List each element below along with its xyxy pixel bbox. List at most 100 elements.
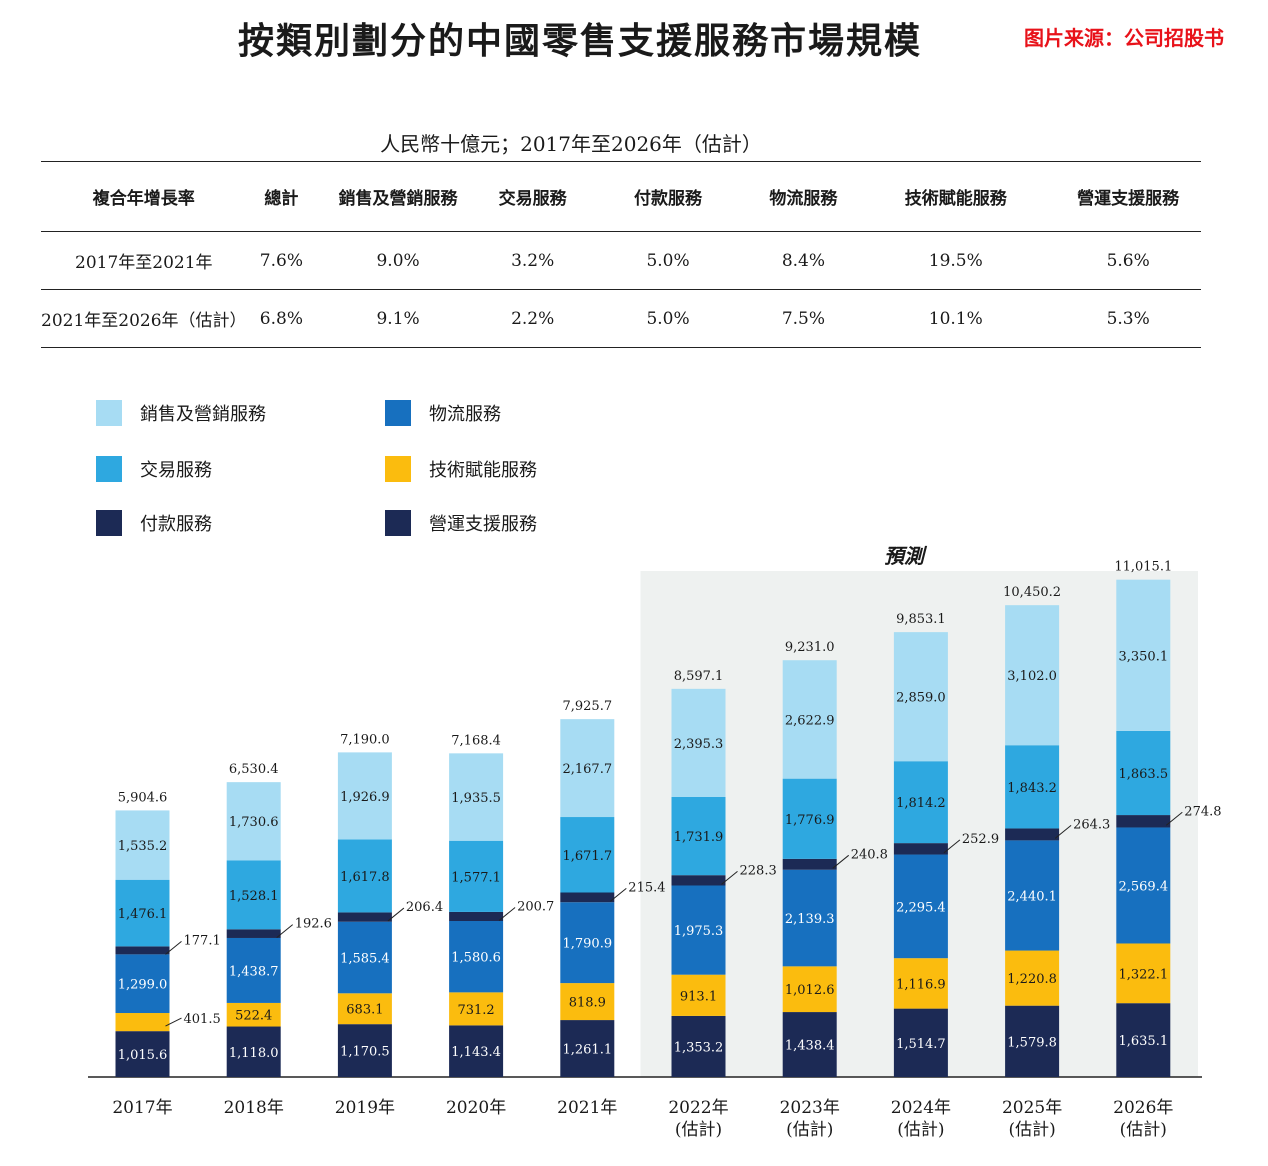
value-label: 1,926.9 bbox=[340, 790, 390, 805]
callout-line bbox=[498, 907, 516, 921]
legend-item-operation-support: 營運支援服務 bbox=[385, 510, 537, 536]
value-label: 252.9 bbox=[962, 832, 999, 847]
bar-segment bbox=[449, 920, 504, 993]
value-label: 240.8 bbox=[851, 847, 888, 862]
value-label: 192.6 bbox=[295, 917, 332, 932]
value-label: 1,617.8 bbox=[340, 870, 390, 885]
bar-segment bbox=[449, 753, 504, 841]
bar-segment bbox=[226, 929, 281, 938]
legend-swatch bbox=[385, 510, 411, 536]
value-label: 200.7 bbox=[517, 899, 554, 914]
table-cell: 5.0% bbox=[646, 308, 690, 329]
total-label: 7,168.4 bbox=[451, 733, 501, 748]
value-label: 1,790.9 bbox=[562, 937, 612, 952]
bar-segment bbox=[1005, 840, 1060, 951]
x-tick-label: 2020年 bbox=[446, 1098, 506, 1118]
legend-swatch bbox=[96, 510, 122, 536]
value-label: 1,731.9 bbox=[674, 830, 724, 845]
cagr-header-cell: 複合年增長率 bbox=[92, 189, 195, 209]
total-label: 9,853.1 bbox=[896, 612, 946, 627]
value-label: 1,580.6 bbox=[451, 951, 501, 966]
x-tick-label: 2022年 bbox=[668, 1098, 728, 1118]
callout-line bbox=[165, 1017, 182, 1027]
value-label: 1,730.6 bbox=[229, 815, 279, 830]
x-tick-sublabel: (估計) bbox=[1008, 1120, 1055, 1140]
bar-segment bbox=[560, 983, 615, 1021]
value-label: 913.1 bbox=[680, 989, 717, 1004]
bar-segment bbox=[226, 860, 281, 930]
value-label: 2,295.4 bbox=[896, 900, 946, 915]
bar-segment bbox=[671, 688, 726, 797]
cagr-header-cell: 總計 bbox=[264, 189, 299, 209]
value-label: 1,299.0 bbox=[118, 978, 168, 993]
value-label: 818.9 bbox=[569, 996, 606, 1011]
value-label: 1,776.9 bbox=[785, 813, 835, 828]
bar-segment bbox=[1116, 827, 1171, 944]
bar-segment bbox=[893, 1008, 948, 1077]
value-label: 1,353.2 bbox=[674, 1040, 724, 1055]
value-label: 1,116.9 bbox=[896, 977, 946, 992]
x-tick-label: 2025年 bbox=[1002, 1098, 1062, 1118]
bar-segment bbox=[671, 796, 726, 876]
table-cell: 3.2% bbox=[511, 250, 555, 271]
bar-segment bbox=[449, 992, 504, 1026]
total-label: 11,015.1 bbox=[1114, 560, 1172, 575]
x-tick-label: 2021年 bbox=[557, 1098, 617, 1118]
table-cell: 5.6% bbox=[1106, 250, 1150, 271]
bar-segment bbox=[449, 911, 504, 921]
bar-segment bbox=[226, 782, 281, 861]
value-label: 1,015.6 bbox=[118, 1048, 168, 1063]
x-tick-label: 2018年 bbox=[224, 1098, 284, 1118]
value-label: 2,440.1 bbox=[1007, 889, 1057, 904]
callout-line bbox=[609, 887, 627, 902]
bar-segment bbox=[671, 1015, 726, 1077]
bar-segment bbox=[560, 892, 615, 903]
table-cell: 2.2% bbox=[511, 308, 555, 329]
bar-segment bbox=[115, 946, 170, 955]
bar-segment bbox=[337, 921, 392, 994]
cagr-header-cell: 交易服務 bbox=[498, 189, 567, 209]
value-label: 1,438.4 bbox=[785, 1039, 835, 1054]
bar-segment bbox=[337, 912, 392, 922]
total-label: 7,925.7 bbox=[562, 699, 612, 714]
table-cell: 9.0% bbox=[376, 250, 420, 271]
value-label: 1,170.5 bbox=[340, 1045, 390, 1060]
legend-swatch bbox=[96, 456, 122, 482]
value-label: 1,535.2 bbox=[118, 839, 168, 854]
table-cell: 9.1% bbox=[376, 308, 420, 329]
value-label: 522.4 bbox=[235, 1009, 272, 1024]
value-label: 206.4 bbox=[406, 900, 443, 915]
value-label: 1,843.2 bbox=[1007, 781, 1057, 796]
bar-segment bbox=[893, 958, 948, 1009]
value-label: 683.1 bbox=[346, 1003, 383, 1018]
value-label: 1,635.1 bbox=[1118, 1034, 1168, 1049]
value-label: 1,220.8 bbox=[1007, 972, 1057, 987]
legend-label: 物流服務 bbox=[429, 404, 501, 425]
callout-line bbox=[1165, 811, 1183, 826]
value-label: 731.2 bbox=[457, 1003, 494, 1018]
value-label: 2,139.3 bbox=[785, 912, 835, 927]
legend-label: 銷售及營銷服務 bbox=[140, 404, 266, 425]
legend-label: 營運支援服務 bbox=[429, 514, 537, 535]
unit-caption: 人民幣十億元；2017年至2026年（估計） bbox=[0, 128, 1268, 157]
total-label: 8,597.1 bbox=[674, 669, 724, 684]
value-label: 1,118.0 bbox=[229, 1046, 279, 1061]
total-label: 7,190.0 bbox=[340, 732, 390, 747]
bar-segment bbox=[893, 632, 948, 762]
page-title: 按類別劃分的中國零售支援服務市場規模 bbox=[238, 20, 923, 62]
callout-line bbox=[721, 870, 738, 885]
legend-item-logistics: 物流服務 bbox=[385, 400, 501, 426]
forecast-label: 預測 bbox=[884, 544, 928, 568]
bar-segment bbox=[782, 778, 837, 859]
bar-segment bbox=[1116, 1003, 1171, 1077]
value-label: 274.8 bbox=[1184, 804, 1221, 819]
bar-segment bbox=[560, 902, 615, 984]
x-tick-label: 2024年 bbox=[891, 1098, 951, 1118]
legend-label: 付款服務 bbox=[140, 514, 212, 535]
value-label: 1,261.1 bbox=[562, 1043, 612, 1058]
bar-segment bbox=[449, 840, 504, 912]
value-label: 1,438.7 bbox=[229, 964, 279, 979]
bar-segment bbox=[1116, 730, 1171, 816]
callout-line bbox=[943, 839, 961, 854]
x-tick-label: 2017年 bbox=[112, 1098, 172, 1118]
